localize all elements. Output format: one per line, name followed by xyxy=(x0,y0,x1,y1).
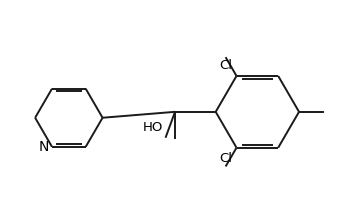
Text: HO: HO xyxy=(143,121,163,134)
Text: Cl: Cl xyxy=(219,151,232,165)
Text: Cl: Cl xyxy=(219,59,232,72)
Text: N: N xyxy=(38,140,49,154)
